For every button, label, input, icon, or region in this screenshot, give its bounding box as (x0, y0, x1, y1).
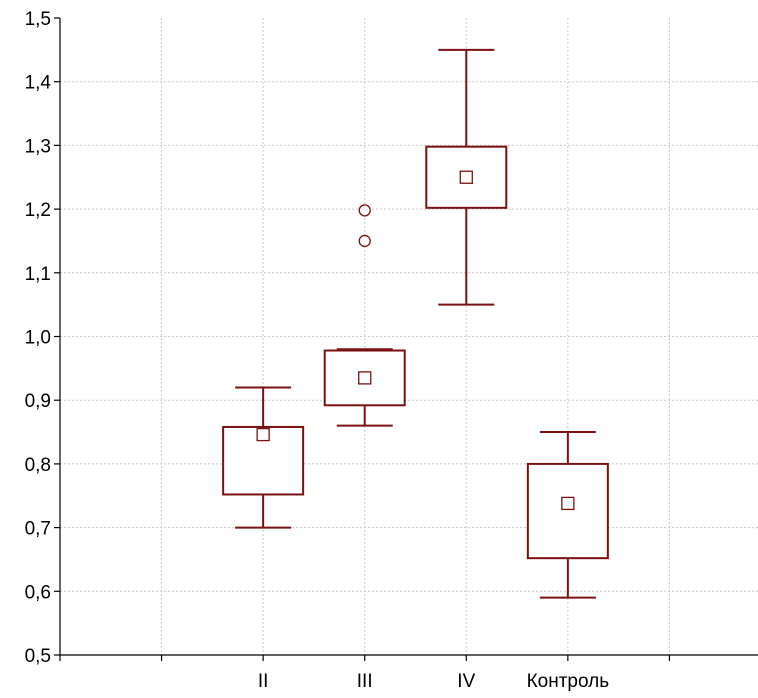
grid-layer (60, 18, 758, 655)
box-rect (526, 462, 609, 560)
x-tick-label: IV (457, 671, 475, 692)
y-tick-label: 0,5 (25, 646, 51, 667)
x-tick-layer: II III IV Контроль (59, 655, 671, 692)
y-tick-label: 0,7 (25, 519, 51, 540)
y-tick-layer: 0,5 0,6 0,7 0,8 0,9 1,0 1,1 1,2 1,3 1,4 1,5 (25, 9, 60, 667)
x-tick-label: III (357, 671, 373, 692)
box-group (323, 204, 406, 427)
y-tick-label: 1,2 (25, 200, 51, 221)
mean-marker (358, 371, 372, 385)
x-tick-label: II (258, 671, 269, 692)
mean-marker (561, 496, 575, 511)
box-group (222, 386, 305, 529)
y-tick-label: 1,3 (25, 136, 51, 157)
box-layer (222, 48, 609, 599)
y-tick-label: 1,4 (25, 73, 52, 94)
y-tick-label: 0,6 (25, 582, 51, 603)
y-tick-label: 1,1 (25, 264, 51, 285)
y-tick-label: 1,5 (25, 9, 51, 30)
mean-marker (256, 427, 270, 442)
box-group (526, 431, 609, 599)
box-group (425, 48, 508, 306)
y-tick-label: 0,9 (25, 391, 51, 412)
y-tick-label: 0,8 (25, 455, 51, 476)
y-tick-label: 1,0 (25, 328, 51, 349)
outlier-point (358, 204, 371, 217)
outlier-point (358, 234, 371, 248)
x-tick-label: Контроль (527, 671, 610, 692)
mean-marker (459, 170, 473, 184)
